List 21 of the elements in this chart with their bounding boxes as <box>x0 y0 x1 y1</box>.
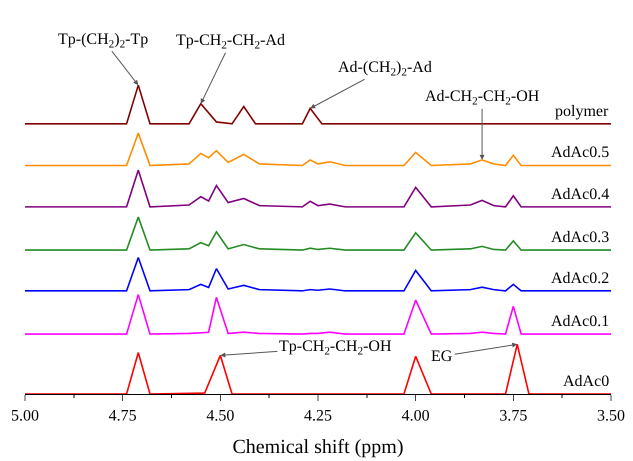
annotation: EG <box>431 348 453 365</box>
series-label: AdAc0.5 <box>551 144 610 161</box>
annotation: Tp-(CH$_{2}$)$_{2}$-Tp <box>58 31 148 50</box>
annotation: Tp-CH$_{2}$-CH$_{2}$-Ad <box>176 32 285 52</box>
annotation: Ad-(CH$_{2}$)$_{2}$-Ad <box>338 59 432 78</box>
series-label: polymer <box>555 103 609 120</box>
series-label: AdAc0.2 <box>551 270 610 287</box>
x-axis-title: Chemical shift (ppm) <box>232 436 404 458</box>
x-tick-label: 3.75 <box>499 407 528 424</box>
x-tick-label: 4.25 <box>304 407 332 424</box>
series-label: AdAc0 <box>563 373 610 390</box>
annotation: Ad-CH$_{2}$-CH$_{2}$-OH <box>425 88 540 108</box>
series-label: AdAc0.3 <box>551 229 610 246</box>
x-tick-label: 4.75 <box>108 407 137 424</box>
annotation: Tp-CH$_{2}$-CH$_{2}$-OH <box>279 338 392 358</box>
series-label: AdAc0.4 <box>551 186 610 203</box>
x-tick-label: 4.00 <box>402 407 430 424</box>
series-label: AdAc0.1 <box>551 313 610 330</box>
x-tick-label: 3.50 <box>597 407 625 424</box>
x-tick-label: 5.00 <box>11 407 39 424</box>
x-tick-label: 4.50 <box>206 407 234 424</box>
